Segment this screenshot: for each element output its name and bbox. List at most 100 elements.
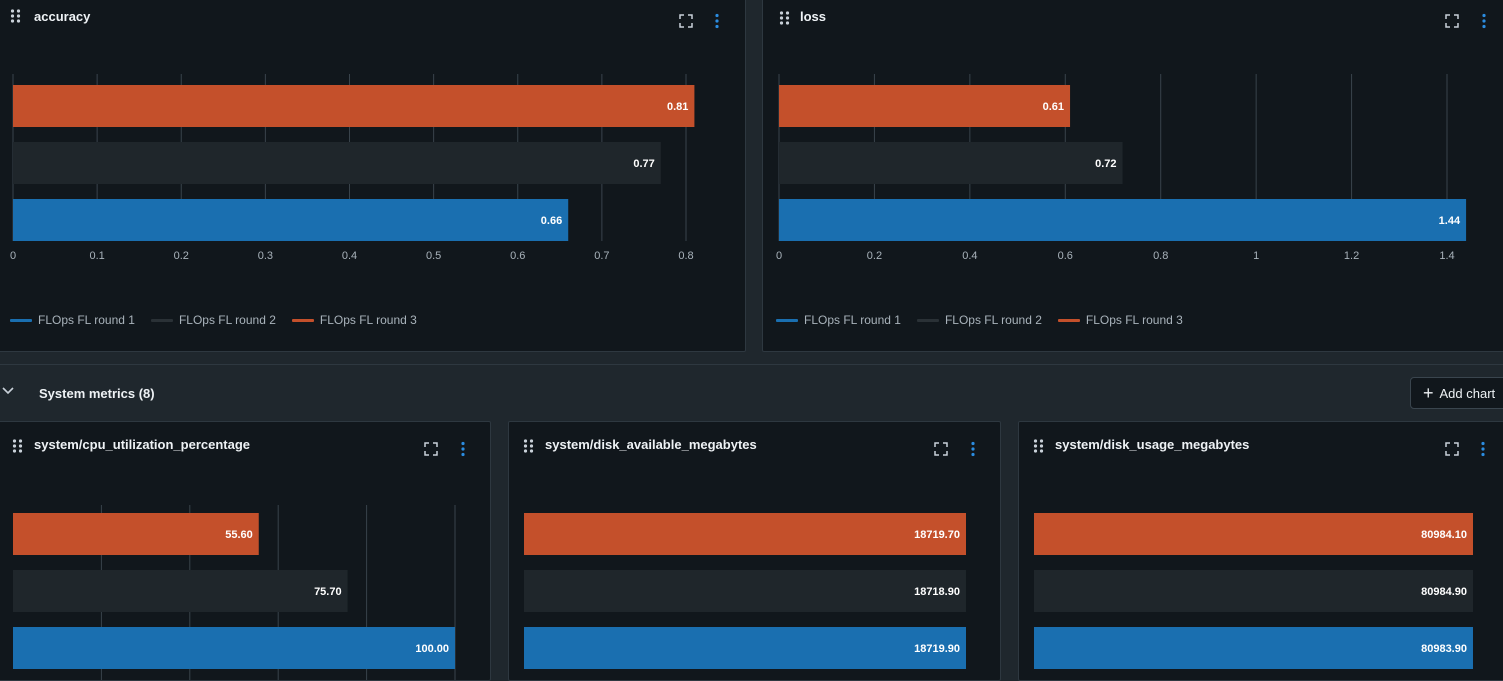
drag-handle-icon[interactable] [523, 439, 534, 453]
bar-round1 [524, 627, 966, 669]
loss-panel: loss 0 0.2 0.4 0.6 0.8 1 1.2 1.4 0.61 0.72 1.44 FL… [762, 0, 1503, 352]
bar-value-label: 55.60 [225, 529, 253, 541]
bar-round3 [779, 85, 1071, 127]
more-menu-icon[interactable] [1481, 13, 1487, 29]
fullscreen-icon[interactable] [424, 442, 438, 456]
disk-usage-panel: system/disk_usage_megabytes 80984.10 8098… [1018, 421, 1503, 681]
panel-title: accuracy [34, 9, 91, 24]
drag-handle-icon[interactable] [779, 11, 790, 25]
legend-item-round1[interactable]: FLOps FL round 1 [10, 313, 135, 327]
bar-value-label: 0.81 [667, 101, 688, 113]
section-title: System metrics (8) [39, 386, 155, 401]
x-tick-label: 0.6 [510, 250, 525, 262]
cpu-chart: 55.60 75.70 100.00 [13, 505, 456, 680]
bar-value-label: 80984.10 [1421, 529, 1467, 541]
legend-label: FLOps FL round 1 [804, 313, 901, 327]
legend-item-round2[interactable]: FLOps FL round 2 [916, 313, 1042, 327]
panel-title: system/disk_available_megabytes [545, 437, 757, 452]
x-tick-label: 1 [1253, 250, 1259, 262]
system-metrics-section: System metrics (8) + Add chart [0, 364, 1503, 421]
x-tick-label: 1.4 [1439, 250, 1454, 262]
bar-value-label: 0.77 [633, 158, 654, 170]
x-tick-label: 0.2 [174, 250, 189, 262]
legend-label: FLOps FL round 2 [178, 313, 276, 327]
loss-chart: 0 0.2 0.4 0.6 0.8 1 1.2 1.4 0.61 0.72 1.44 [776, 74, 1467, 262]
legend-swatch [1057, 318, 1080, 322]
x-tick-label: 0.8 [1153, 250, 1168, 262]
bar-round3 [1034, 513, 1473, 555]
legend-label: FLOps FL round 3 [319, 313, 417, 327]
legend-swatch [291, 318, 314, 322]
legend-item-round3[interactable]: FLOps FL round 3 [291, 313, 417, 327]
x-tick-label: 0.3 [258, 250, 273, 262]
add-chart-label: Add chart [1439, 385, 1496, 401]
bar-round1 [1034, 627, 1473, 669]
fullscreen-icon[interactable] [1445, 14, 1459, 28]
panel-title: system/disk_usage_megabytes [1055, 437, 1250, 452]
add-chart-button[interactable]: + Add chart [1410, 377, 1503, 409]
drag-handle-icon[interactable] [10, 9, 21, 23]
bar-round1 [13, 199, 569, 241]
bar-value-label: 80984.90 [1421, 586, 1467, 598]
x-tick-label: 0.5 [426, 250, 441, 262]
legend-swatch [916, 318, 939, 322]
bar-value-label: 0.66 [541, 215, 562, 227]
bar-value-label: 80983.90 [1421, 643, 1467, 655]
panel-title: loss [800, 9, 827, 24]
bar-round1 [13, 627, 455, 669]
disk-available-panel: system/disk_available_megabytes 18719.70… [508, 421, 1001, 681]
x-tick-label: 0.7 [594, 250, 609, 262]
bar-value-label: 18719.70 [914, 529, 960, 541]
chart-legend: FLOps FL round 1 FLOps FL round 2 FLOps … [10, 313, 417, 327]
bar-value-label: 0.61 [1043, 101, 1064, 113]
bar-value-label: 100.00 [415, 643, 449, 655]
panel-title: system/cpu_utilization_percentage [34, 437, 251, 452]
x-tick-label: 1.2 [1344, 250, 1359, 262]
legend-item-round1[interactable]: FLOps FL round 1 [776, 313, 901, 327]
bar-value-label: 18718.90 [914, 586, 960, 598]
cpu-panel: system/cpu_utilization_percentage 55.60 7… [0, 421, 491, 681]
bar-value-label: 18719.90 [914, 643, 960, 655]
bar-value-label: 0.72 [1095, 158, 1116, 170]
bar-round3 [524, 513, 966, 555]
bar-value-label: 1.44 [1439, 215, 1461, 227]
x-tick-label: 0.6 [1058, 250, 1073, 262]
legend-label: FLOps FL round 2 [944, 313, 1042, 327]
chart-legend: FLOps FL round 1 FLOps FL round 2 FLOps … [776, 313, 1183, 327]
x-tick-label: 0.4 [962, 250, 977, 262]
x-tick-label: 0.4 [342, 250, 357, 262]
legend-swatch [10, 318, 32, 322]
bar-round2 [524, 570, 966, 612]
bar-round2 [1034, 570, 1473, 612]
x-tick-label: 0.2 [867, 250, 882, 262]
more-menu-icon[interactable] [714, 13, 720, 29]
plus-icon: + [1423, 383, 1434, 403]
bar-round2 [13, 570, 348, 612]
legend-item-round2[interactable]: FLOps FL round 2 [150, 313, 276, 327]
fullscreen-icon[interactable] [934, 442, 948, 456]
more-menu-icon[interactable] [460, 441, 466, 457]
accuracy-chart: 0 0.1 0.2 0.3 0.4 0.5 0.6 0.7 0.8 0.81 0.77 0.66 [10, 74, 695, 262]
bar-round3 [13, 85, 695, 127]
bar-round1 [779, 199, 1467, 241]
x-tick-label: 0.1 [89, 250, 104, 262]
legend-item-round3[interactable]: FLOps FL round 3 [1057, 313, 1183, 327]
bar-round3 [13, 513, 259, 555]
legend-swatch [776, 318, 798, 322]
drag-handle-icon[interactable] [12, 439, 23, 453]
x-tick-label: 0 [10, 250, 16, 262]
drag-handle-icon[interactable] [1033, 439, 1044, 453]
legend-label: FLOps FL round 1 [38, 313, 135, 327]
disk-usage-chart: 80984.10 80984.90 80983.90 [1034, 513, 1473, 669]
more-menu-icon[interactable] [1480, 441, 1486, 457]
disk-available-chart: 18719.70 18718.90 18719.90 [524, 513, 966, 669]
fullscreen-icon[interactable] [1445, 442, 1459, 456]
bar-round2 [13, 142, 661, 184]
accuracy-panel: accuracy 0 0.1 0.2 0.3 0.4 0.5 0.6 0.7 0.8 0.81 0.… [0, 0, 746, 352]
legend-label: FLOps FL round 3 [1085, 313, 1183, 327]
chevron-down-icon[interactable] [2, 387, 14, 395]
more-menu-icon[interactable] [970, 441, 976, 457]
bar-round2 [779, 142, 1123, 184]
fullscreen-icon[interactable] [679, 14, 693, 28]
bar-value-label: 75.70 [314, 586, 342, 598]
